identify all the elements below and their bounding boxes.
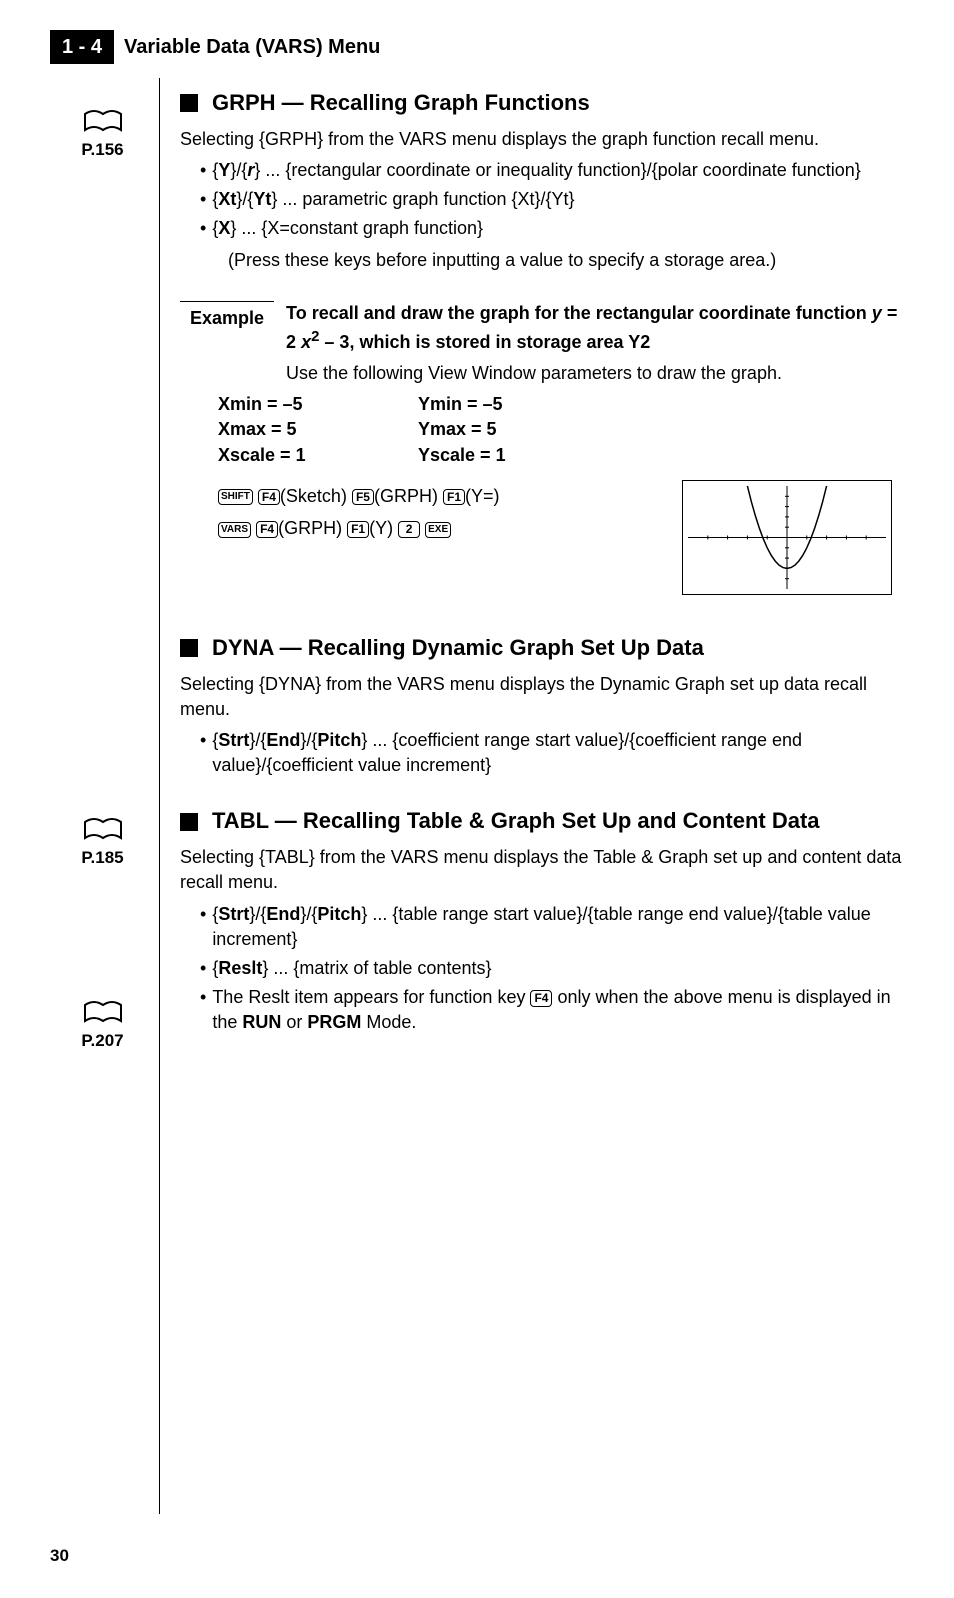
- example-use: Use the following View Window parameters…: [286, 361, 904, 386]
- bullet-item: • {Xt}/{Yt} ... parametric graph functio…: [200, 187, 904, 212]
- bullet-item: • {Strt}/{End}/{Pitch} ... {coefficient …: [200, 728, 904, 778]
- book-icon: [82, 997, 124, 1027]
- ref-label: P.156: [81, 138, 123, 162]
- graph-plot: [682, 480, 892, 595]
- tabl-heading: TABL — Recalling Table & Graph Set Up an…: [180, 806, 904, 837]
- dyna-heading: DYNA — Recalling Dynamic Graph Set Up Da…: [180, 633, 904, 664]
- grph-heading: GRPH — Recalling Graph Functions: [180, 88, 904, 119]
- bullet-item: • {Reslt} ... {matrix of table contents}: [200, 956, 904, 981]
- section-badge: 1 - 4: [50, 30, 114, 64]
- page-number: 30: [50, 1544, 904, 1568]
- main-column: GRPH — Recalling Graph Functions Selecti…: [160, 78, 904, 1514]
- key-sequence: VARS F4(GRPH) F1(Y) 2 EXE: [218, 512, 500, 544]
- grph-intro: Selecting {GRPH} from the VARS menu disp…: [180, 127, 904, 152]
- key-sequence: SHIFT F4(Sketch) F5(GRPH) F1(Y=): [218, 480, 500, 512]
- tabl-intro: Selecting {TABL} from the VARS menu disp…: [180, 845, 904, 895]
- bullet-item: • {X} ... {X=constant graph function}: [200, 216, 904, 241]
- page-ref: P.156: [50, 106, 155, 162]
- view-window-params: Xmin = –5 Ymin = –5: [218, 392, 904, 417]
- ref-label: P.185: [81, 846, 123, 870]
- section-title: Variable Data (VARS) Menu: [124, 33, 380, 61]
- bullet-item: • The Reslt item appears for function ke…: [200, 985, 904, 1035]
- dyna-intro: Selecting {DYNA} from the VARS menu disp…: [180, 672, 904, 722]
- bullet-item: • {Y}/{r} ... {rectangular coordinate or…: [200, 158, 904, 183]
- page-ref: P.185: [50, 814, 155, 870]
- page-ref: P.207: [50, 997, 155, 1053]
- ref-label: P.207: [81, 1029, 123, 1053]
- example-label: Example: [180, 301, 274, 393]
- example-block: Example To recall and draw the graph for…: [180, 291, 904, 393]
- press-note: (Press these keys before inputting a val…: [228, 248, 904, 273]
- section-header: 1 - 4 Variable Data (VARS) Menu: [50, 30, 904, 64]
- margin-column: P.156 P.185 P.207: [50, 78, 160, 1514]
- book-icon: [82, 106, 124, 136]
- bullet-item: • {Strt}/{End}/{Pitch} ... {table range …: [200, 902, 904, 952]
- book-icon: [82, 814, 124, 844]
